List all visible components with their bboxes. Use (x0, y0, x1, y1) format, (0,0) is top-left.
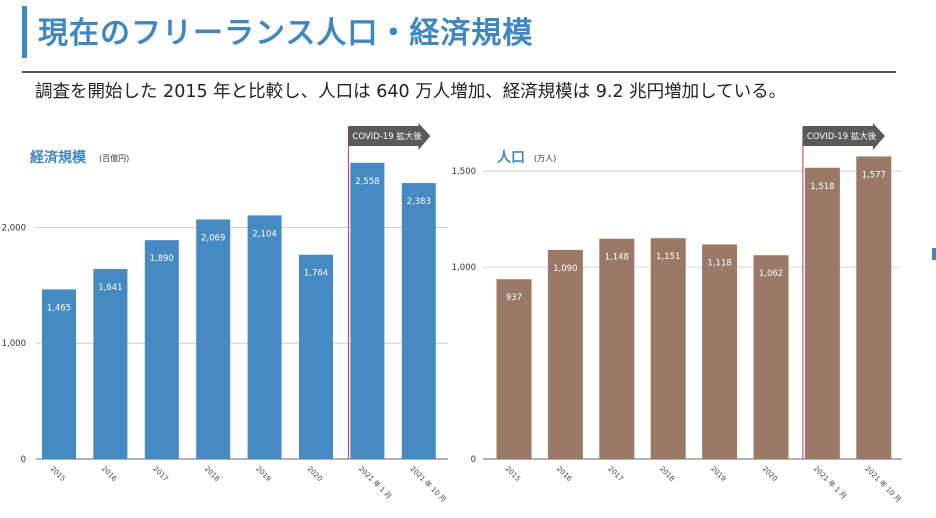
econ-bar (196, 219, 231, 459)
pop-chart-unit: (万人) (534, 154, 556, 163)
econ-y-tick-label: 1,000 (2, 339, 26, 349)
econ-data-label: 1,641 (98, 283, 122, 293)
econ-x-tick-label: 2020 (306, 465, 324, 483)
econ-data-label: 2,558 (355, 177, 379, 187)
page-subtitle: 調査を開始した 2015 年と比較し、人口は 640 万人増加、経済規模は 9.… (35, 82, 787, 102)
pop-bar (702, 244, 738, 459)
econ-x-tick-label: 2017 (151, 465, 169, 483)
pop-x-tick-label: 2019 (709, 465, 727, 483)
pop-data-label: 1,518 (810, 182, 834, 192)
pop-data-label: 1,062 (759, 269, 783, 279)
pop-x-tick-label: 2021 年 1 月 (812, 464, 849, 501)
pop-y-tick-label: 1,500 (452, 167, 476, 177)
pop-x-tick-label: 2021 年 10 月 (863, 464, 903, 504)
econ-x-tick-label: 2015 (49, 465, 67, 483)
edge-marker (932, 248, 936, 260)
pop-y-tick-label: 0 (471, 455, 476, 465)
pop-x-tick-label: 2016 (555, 465, 574, 484)
econ-data-label: 1,764 (304, 269, 328, 279)
pop-data-label: 1,577 (862, 170, 886, 180)
econ-chart-unit: (百億円) (99, 153, 129, 163)
econ-x-tick-label: 2021 年 1 月 (357, 464, 394, 501)
econ-bar (42, 289, 76, 459)
econ-covid-arrow (348, 123, 431, 150)
econ-bar (247, 215, 282, 459)
econ-data-label: 2,069 (201, 233, 225, 243)
pop-bar (753, 255, 789, 459)
pop-data-label: 1,090 (553, 264, 577, 274)
econ-data-label: 2,104 (252, 229, 276, 239)
pop-bar (599, 238, 635, 459)
econ-y-tick-label: 2,000 (2, 223, 26, 233)
pop-x-tick-label: 2020 (761, 465, 779, 483)
econ-data-label: 1,890 (150, 254, 174, 264)
econ-bar (401, 183, 436, 460)
pop-bar (547, 249, 583, 459)
econ-x-tick-label: 2018 (203, 465, 221, 483)
econ-bar (93, 268, 128, 459)
econ-x-tick-label: 2016 (100, 465, 119, 484)
econ-covid-label: COVID-19 拡大後 (352, 131, 422, 142)
pop-covid-label: COVID-19 拡大後 (807, 131, 877, 142)
pop-covid-arrow (802, 123, 885, 150)
pop-bar (650, 238, 686, 459)
page-title: 現在のフリーランス人口・経済規模 (38, 16, 534, 51)
pop-data-label: 1,148 (605, 253, 629, 263)
pop-data-label: 937 (506, 293, 522, 303)
econ-bar (299, 254, 333, 459)
title-accent-bar (22, 6, 27, 58)
pop-x-tick-label: 2015 (504, 465, 522, 483)
pop-bar (804, 167, 840, 460)
econ-bar (144, 240, 179, 459)
pop-y-tick-label: 1,000 (452, 263, 476, 273)
pop-x-tick-label: 2018 (658, 465, 676, 483)
econ-x-tick-label: 2019 (254, 465, 272, 483)
econ-bar (350, 162, 385, 459)
econ-x-tick-label: 2021 年 10 月 (408, 464, 448, 504)
title-divider (22, 71, 896, 73)
pop-bar (856, 156, 892, 460)
econ-data-label: 1,465 (47, 303, 71, 313)
pop-bar (496, 279, 532, 459)
econ-y-tick-label: 0 (21, 455, 26, 465)
pop-chart-title: 人口 (497, 149, 525, 166)
pop-x-tick-label: 2017 (606, 465, 624, 483)
pop-data-label: 1,118 (707, 259, 731, 269)
pop-data-label: 1,151 (656, 252, 680, 262)
econ-data-label: 2,383 (407, 197, 431, 207)
econ-chart-title: 経済規模 (30, 149, 87, 166)
